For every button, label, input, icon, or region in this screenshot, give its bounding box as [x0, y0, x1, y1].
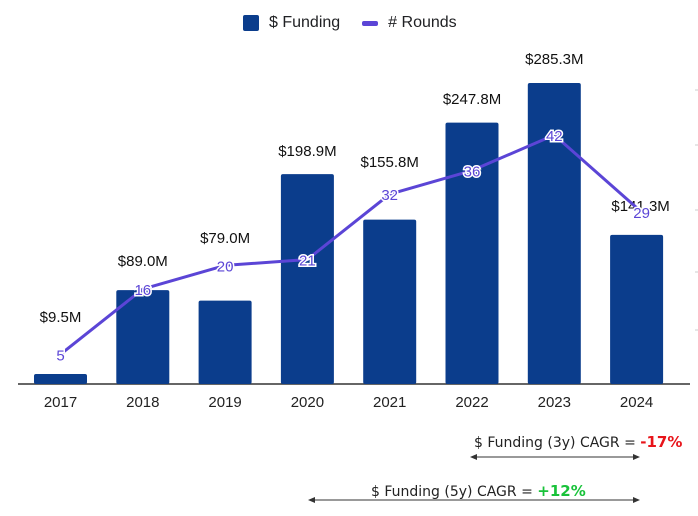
cagr-5y-label: $ Funding (5y) CAGR =	[371, 484, 538, 500]
cagr-3y-arrow-head-left	[470, 454, 477, 460]
rounds-value-label: 42	[546, 128, 563, 145]
bar-2022	[445, 122, 499, 385]
legend-swatch-rounds	[362, 20, 379, 26]
cagr-3y-arrow-head-right	[633, 454, 640, 460]
bar-value-label: $247.8M	[443, 91, 501, 108]
x-tick-label: 2024	[620, 394, 653, 411]
bar-value-label: $89.0M	[118, 253, 168, 270]
legend-label-funding: $ Funding	[269, 14, 341, 31]
bar-value-label: $141.3M	[611, 198, 669, 215]
legend-label-rounds: # Rounds	[388, 14, 457, 31]
bar-value-label: $9.5M	[40, 309, 82, 326]
x-tick-label: 2021	[373, 394, 406, 411]
x-tick-label: 2019	[208, 394, 241, 411]
cagr-3y-label: $ Funding (3y) CAGR =	[474, 435, 641, 451]
x-tick-label: 2023	[538, 394, 571, 411]
bar-value-label: $198.9M	[278, 143, 336, 160]
rounds-line	[59, 133, 643, 356]
bar-2024	[610, 234, 664, 384]
cagr-3y-annotation: $ Funding (3y) CAGR = -17%	[474, 433, 682, 451]
cagr-5y-arrow-head-left	[308, 497, 315, 503]
x-tick-label: 2018	[126, 394, 159, 411]
bar-value-label: $155.8M	[361, 154, 419, 171]
bar-2023	[527, 83, 581, 384]
bar-value-label: $285.3M	[525, 51, 583, 68]
rounds-value-label: 5	[56, 347, 64, 364]
cagr-5y-arrow-head-right	[633, 497, 640, 503]
x-tick-label: 2022	[455, 394, 488, 411]
rounds-value-label: 36	[464, 164, 481, 181]
bar-2019	[198, 300, 252, 384]
cagr-3y-value: -17%	[640, 433, 683, 451]
bar-2020	[280, 174, 334, 384]
x-tick-label: 2017	[44, 394, 77, 411]
rounds-value-label: 29	[633, 205, 650, 222]
bar-value-label: $79.0M	[200, 230, 250, 247]
bar-2021	[363, 219, 417, 384]
bar-2017	[34, 373, 87, 384]
rounds-value-label: 21	[299, 252, 316, 269]
legend-swatch-funding	[243, 15, 259, 31]
rounds-value-label: 32	[381, 187, 398, 204]
rounds-value-label: 20	[217, 258, 234, 275]
bar-2018	[116, 290, 170, 384]
legend: $ Funding # Rounds	[243, 14, 457, 32]
cagr-5y-annotation: $ Funding (5y) CAGR = +12%	[371, 482, 586, 500]
cagr-5y-value: +12%	[537, 482, 586, 500]
x-tick-label: 2020	[291, 394, 324, 411]
rounds-value-label: 16	[134, 282, 151, 299]
